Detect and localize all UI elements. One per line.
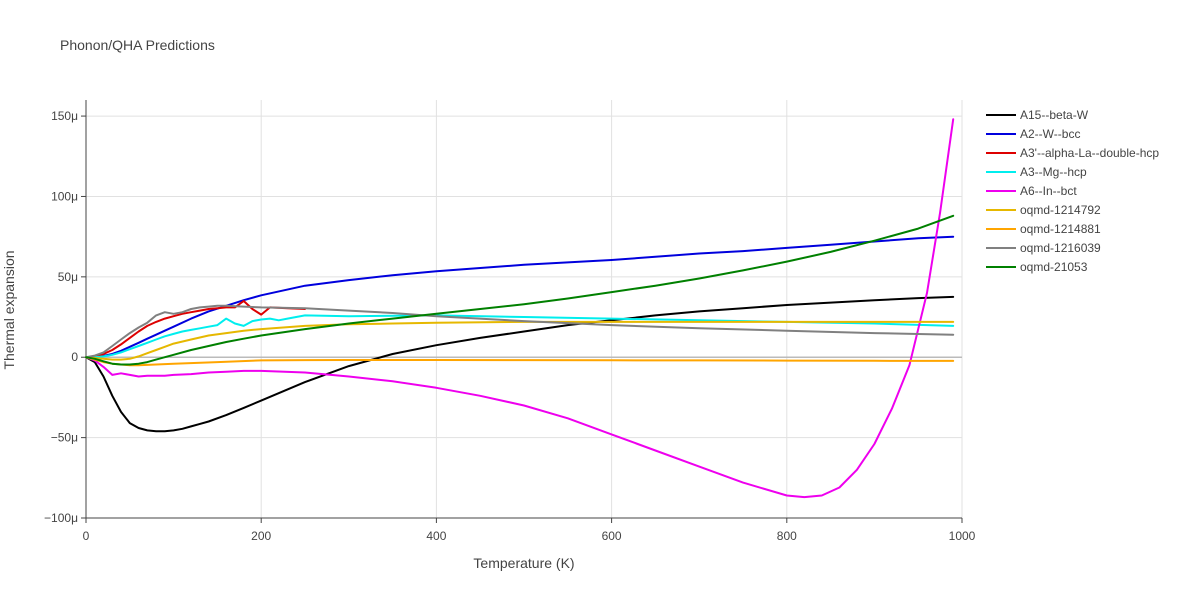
y-tick-label: −100μ [44,511,78,525]
series-line-7 [85,304,955,359]
x-tick-label: 800 [777,529,797,543]
y-tick-label: 100μ [51,189,78,203]
legend-label: A3--Mg--hcp [1020,165,1087,179]
legend-item[interactable]: A15--beta-W [986,108,1089,122]
y-tick-label: 50μ [58,270,78,284]
axes: 0 200 400 600 800 1000 −100μ −50μ 0 50μ 100μ 150μ [44,100,976,543]
x-tick-label: 1000 [949,529,976,543]
legend-label: A3'--alpha-La--double-hcp [1020,146,1159,160]
series-line-8 [85,214,955,366]
legend-label: A2--W--bcc [1020,127,1080,141]
x-axis-title: Temperature (K) [473,555,574,571]
chart-title: Phonon/QHA Predictions [60,37,215,53]
x-tick-label: 0 [83,529,90,543]
series-line-0 [85,295,955,433]
legend-item[interactable]: A6--In--bct [986,184,1077,198]
legend-item[interactable]: oqmd-1214792 [986,203,1101,217]
x-tick-label: 200 [251,529,271,543]
series-line-1 [85,235,955,359]
y-axis-title: Thermal expansion [1,250,17,369]
legend-item[interactable]: A3'--alpha-La--double-hcp [986,146,1159,160]
series-line-2 [85,300,306,359]
x-tick-label: 600 [602,529,622,543]
plot-area [85,118,955,499]
legend-item[interactable]: A3--Mg--hcp [986,165,1087,179]
x-tick-label: 400 [426,529,446,543]
legend-item[interactable]: A2--W--bcc [986,127,1080,141]
y-tick-label: −50μ [51,431,78,445]
legend-item[interactable]: oqmd-1216039 [986,241,1101,255]
legend-label: oqmd-1216039 [1020,241,1101,255]
legend-label: oqmd-1214881 [1020,222,1101,236]
y-tick-label: 150μ [51,109,78,123]
series-line-5 [85,320,955,361]
legend[interactable]: A15--beta-W A2--W--bcc A3'--alpha-La--doub… [986,108,1159,274]
legend-label: oqmd-21053 [1020,260,1088,274]
legend-item[interactable]: oqmd-21053 [986,260,1088,274]
legend-label: A6--In--bct [1020,184,1077,198]
legend-label: A15--beta-W [1020,108,1089,122]
legend-item[interactable]: oqmd-1214881 [986,222,1101,236]
series-line-3 [85,314,955,359]
y-tick-label: 0 [71,350,78,364]
series-line-4 [85,118,955,499]
legend-label: oqmd-1214792 [1020,203,1101,217]
